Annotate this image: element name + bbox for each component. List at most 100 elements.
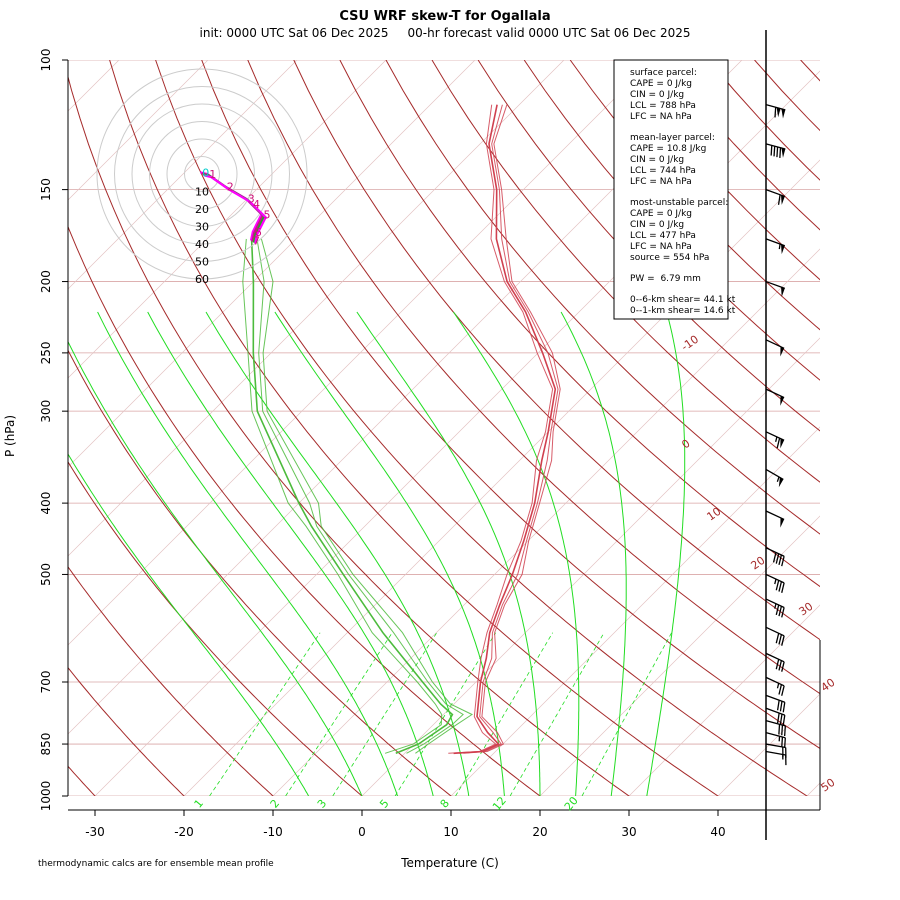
moist-adiabat-lines xyxy=(68,311,686,796)
y-tick-label: 250 xyxy=(39,341,53,364)
hodograph-height-label: 0 xyxy=(202,166,209,179)
mean-layer-cin: CIN = 0 J/kg xyxy=(630,155,684,165)
wind-barb xyxy=(765,652,785,672)
shear-0-1km: 0--1-km shear= 14.6 kt xyxy=(630,306,736,316)
dry-adiabat-line xyxy=(385,60,820,535)
surface-lfc: LFC = NA hPa xyxy=(630,112,692,122)
isotherm-line xyxy=(68,60,298,290)
most-unstable-cin: CIN = 0 J/kg xyxy=(630,220,684,230)
mean-layer-lcl: LCL = 744 hPa xyxy=(630,166,696,176)
mixing-ratio-line xyxy=(209,632,321,796)
wind-barb xyxy=(765,731,786,748)
wind-barb xyxy=(765,694,786,713)
dry-adiabat-line xyxy=(339,60,820,588)
wind-barb xyxy=(765,720,786,737)
surface-cape: CAPE = 0 J/kg xyxy=(630,79,692,89)
dewpoint-profile-line xyxy=(250,238,454,755)
dry-adiabat-line xyxy=(68,225,541,796)
mean-layer-cape: CAPE = 10.8 J/kg xyxy=(630,144,706,154)
mixing-ratio-line xyxy=(581,632,672,796)
temperature-profile-line xyxy=(448,104,554,754)
wind-barb xyxy=(765,468,784,488)
surface-cin: CIN = 0 J/kg xyxy=(630,90,684,100)
x-tick-label: -30 xyxy=(85,825,105,839)
chart-subtitle: init: 0000 UTC Sat 06 Dec 2025 00-hr for… xyxy=(200,26,691,40)
mixing-ratio-line xyxy=(394,632,497,796)
moist-adiabat-line xyxy=(68,453,310,796)
dry-adiabat-line xyxy=(247,60,820,695)
hodograph-ring-label: 20 xyxy=(195,203,209,216)
mixing-ratio-line xyxy=(455,632,553,796)
mixing-ratio-line xyxy=(285,632,393,796)
surface-parcel-header: surface parcel: xyxy=(630,68,697,78)
wind-barb xyxy=(765,280,786,297)
moist-adiabat-line xyxy=(453,311,580,796)
x-tick-label: 40 xyxy=(710,825,725,839)
y-axis-ticks: 100 150 200 250 300 400 500 700 850 1000 xyxy=(39,49,68,812)
hodograph-height-label: 7 xyxy=(253,235,260,248)
x-axis-label: Temperature (C) xyxy=(400,856,499,870)
dewpoint-profile-line xyxy=(260,238,474,754)
x-tick-label: 10 xyxy=(443,825,458,839)
moist-adiabat-line xyxy=(356,311,541,796)
moist-adiabat-line xyxy=(646,311,686,796)
moist-adiabat-line xyxy=(97,311,399,796)
dry-adiabat-line xyxy=(68,666,185,796)
mean-layer-parcel-header: mean-layer parcel: xyxy=(630,133,715,143)
wind-barb xyxy=(765,431,785,449)
dry-adiabat-line xyxy=(155,60,808,796)
x-tick-label: 0 xyxy=(358,825,366,839)
wind-barbs xyxy=(765,104,787,766)
hodograph-ring xyxy=(184,156,220,192)
dry-adiabat-line xyxy=(293,60,820,641)
x-tick-label: 30 xyxy=(621,825,636,839)
wind-barb xyxy=(765,598,785,618)
hodograph-trace xyxy=(204,174,268,244)
hodograph-height-label: 2 xyxy=(227,180,234,193)
x-tick-label: -10 xyxy=(263,825,283,839)
wind-barb xyxy=(765,750,787,766)
shear-0-6km: 0--6-km shear= 44.1 kt xyxy=(630,295,736,305)
wind-barb xyxy=(765,143,786,158)
mixing-ratio-line xyxy=(509,632,605,796)
dry-adiabat-line xyxy=(523,60,820,381)
moist-adiabat-line xyxy=(274,311,505,796)
wind-barb xyxy=(765,388,785,406)
wind-barb xyxy=(765,104,786,119)
y-tick-label: 300 xyxy=(39,400,53,423)
isotherm-line xyxy=(68,60,387,379)
parcel-info-box: surface parcel: CAPE = 0 J/kg CIN = 0 J/… xyxy=(613,59,736,320)
sounding-profiles xyxy=(242,104,561,755)
hodograph-ring xyxy=(114,86,290,262)
x-tick-label: 20 xyxy=(532,825,547,839)
most-unstable-lcl: LCL = 477 hPa xyxy=(630,231,696,241)
temperature-profile-line xyxy=(463,104,561,754)
x-axis-ticks: -30 -20 -10 0 10 20 30 40 xyxy=(85,810,726,839)
hodograph-height-label: 6 xyxy=(255,226,262,239)
y-tick-label: 100 xyxy=(39,49,53,72)
isotherm-line xyxy=(68,60,476,468)
dry-adiabat-line xyxy=(109,60,719,796)
most-unstable-cape: CAPE = 0 J/kg xyxy=(630,209,692,219)
hodograph-ring-label: 60 xyxy=(195,273,209,286)
dry-adiabat-line xyxy=(477,60,820,432)
hodograph-ring xyxy=(96,68,308,280)
hodograph-height-label: 5 xyxy=(264,208,271,221)
temperature-profile-line xyxy=(453,104,557,755)
dewpoint-profile-line xyxy=(242,238,443,754)
hodograph-ring xyxy=(131,103,273,245)
precipitable-water: PW = 6.79 mm xyxy=(630,274,701,284)
hodograph-height-label: 4 xyxy=(253,198,260,211)
isotherm-line xyxy=(68,60,565,557)
most-unstable-lfc: LFC = NA hPa xyxy=(630,242,692,252)
wind-barb xyxy=(765,573,785,593)
wind-barb xyxy=(765,626,785,646)
surface-lcl: LCL = 788 hPa xyxy=(630,101,696,111)
most-unstable-source: source = 554 hPa xyxy=(630,253,709,263)
y-tick-label: 1000 xyxy=(39,781,53,812)
y-tick-label: 850 xyxy=(39,733,53,756)
x-tick-label: -20 xyxy=(174,825,194,839)
wind-barb xyxy=(765,547,785,567)
dewpoint-profile-line xyxy=(256,238,464,754)
